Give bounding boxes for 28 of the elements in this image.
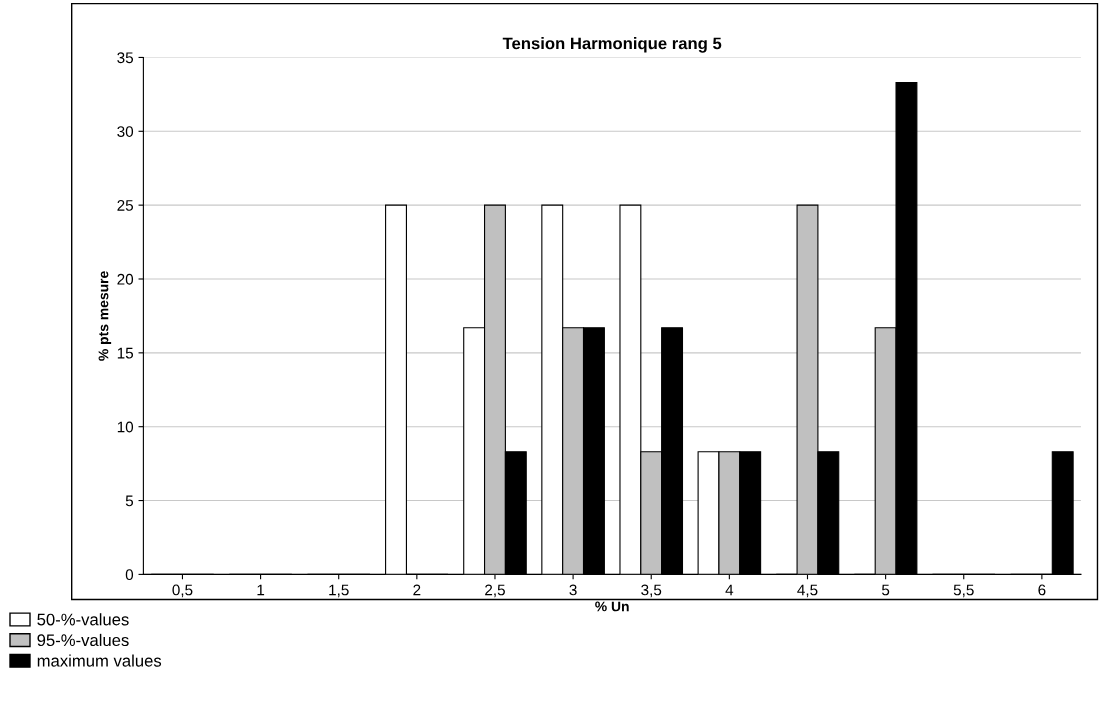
x-tick-label: 2 bbox=[413, 584, 421, 596]
y-tick-label: 25 bbox=[117, 200, 134, 211]
y-tick-label: 35 bbox=[117, 52, 134, 64]
x-tick-label: 1 bbox=[257, 584, 265, 596]
x-axis-title: % Un bbox=[595, 601, 629, 612]
x-tick-label: 3 bbox=[569, 584, 577, 596]
x-tick-label: 4,5 bbox=[797, 584, 818, 598]
y-tick-label: 0 bbox=[125, 569, 134, 581]
y-axis-title: % pts mesure bbox=[98, 271, 112, 361]
x-tick-label: 6 bbox=[1038, 584, 1046, 596]
bar bbox=[1051, 451, 1074, 575]
legend-label: 50-%-values bbox=[37, 613, 129, 626]
legend-label: 95-%-values bbox=[37, 633, 129, 647]
y-tick-label: 30 bbox=[117, 126, 134, 137]
x-tick-label: 0,5 bbox=[172, 584, 193, 598]
x-tick-label: 1,5 bbox=[329, 584, 349, 598]
bar bbox=[385, 204, 407, 575]
x-tick-label: 2,5 bbox=[485, 584, 505, 598]
x-tick-label: 4 bbox=[725, 584, 734, 596]
chart-title: Tension Harmonique rang 5 bbox=[502, 37, 722, 53]
x-tick-label: 5 bbox=[881, 584, 890, 596]
y-tick-label: 5 bbox=[125, 495, 134, 507]
legend-label: maximum values bbox=[37, 654, 162, 667]
y-tick-label: 15 bbox=[117, 347, 134, 359]
x-tick-label: 3,5 bbox=[641, 584, 662, 598]
y-tick-label: 10 bbox=[117, 421, 134, 433]
x-tick-label: 5,5 bbox=[953, 584, 974, 598]
y-tick-label: 20 bbox=[117, 273, 134, 285]
